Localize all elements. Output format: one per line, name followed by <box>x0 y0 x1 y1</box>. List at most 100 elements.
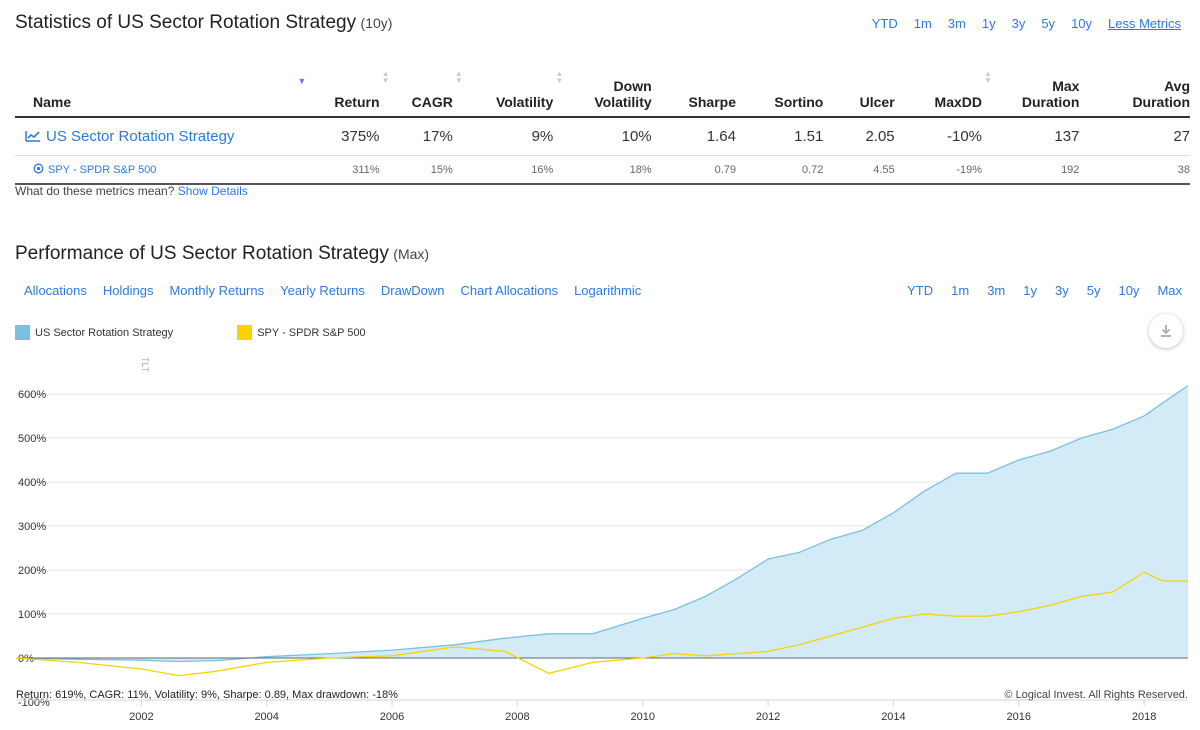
row-name-cell: SPY - SPDR S&P 500 <box>15 155 307 185</box>
col-header-name[interactable]: Name ▼ <box>15 52 307 118</box>
col-header-sortino[interactable]: Sortino <box>736 52 824 118</box>
cell-sortino: 0.72 <box>736 155 824 185</box>
benchmark-link[interactable]: SPY - SPDR S&P 500 <box>33 163 157 176</box>
cell-ulcer: 4.55 <box>823 155 895 185</box>
strategy-area <box>16 385 1188 662</box>
stats-range-links: YTD 1m 3m 1y 3y 5y 10y Less Metrics <box>856 16 1181 31</box>
col-header-volatility-label: Volatility <box>495 94 554 110</box>
stats-range-1y[interactable]: 1y <box>981 16 996 31</box>
legend-label-strategy: US Sector Rotation Strategy <box>35 326 174 339</box>
download-button[interactable] <box>1149 314 1183 348</box>
x-tick-label: 2018 <box>1132 711 1156 723</box>
perf-range-ytd[interactable]: YTD <box>907 283 934 298</box>
col-header-down-volatility[interactable]: Down Volatility <box>553 52 652 118</box>
stats-range-ytd[interactable]: YTD <box>871 16 898 31</box>
chart-legend: US Sector Rotation Strategy SPY - SPDR S… <box>15 325 430 340</box>
col-header-maxdd-label: MaxDD <box>934 94 983 110</box>
stats-range-3m[interactable]: 3m <box>947 16 966 31</box>
cell-down-volatility: 18% <box>553 155 652 185</box>
col-header-max-duration[interactable]: Max Duration <box>982 52 1080 118</box>
download-icon <box>1161 325 1171 337</box>
x-tick-label: 2002 <box>129 711 153 723</box>
spy-series-line <box>15 571 1188 677</box>
cell-max-duration: 137 <box>982 117 1080 156</box>
legend-swatch-strategy <box>15 325 30 340</box>
perf-range-1m[interactable]: 1m <box>951 283 970 298</box>
col-header-avg-duration-label: Duration <box>1132 94 1190 110</box>
show-details-link[interactable]: Show Details <box>177 184 248 198</box>
col-header-cagr[interactable]: CAGR ▲ ▼ <box>379 52 463 118</box>
col-header-sharpe[interactable]: Sharpe <box>651 52 736 118</box>
x-tick-label: 2004 <box>254 711 278 723</box>
perf-range-3y[interactable]: 3y <box>1055 283 1069 298</box>
cell-avg-duration: 27 <box>1079 117 1190 156</box>
tab-logarithmic[interactable]: Logarithmic <box>574 283 642 298</box>
cell-sortino: 1.51 <box>736 117 824 156</box>
col-header-ulcer-label: Ulcer <box>859 94 895 110</box>
col-header-max-label: Max <box>1052 78 1080 94</box>
col-header-return[interactable]: Return ▲ ▼ <box>306 52 390 118</box>
stats-range-3y[interactable]: 3y <box>1011 16 1026 31</box>
performance-title: Performance of US Sector Rotation Strate… <box>15 243 389 264</box>
x-tick-label: 2016 <box>1007 711 1031 723</box>
x-tick-label: 2012 <box>756 711 780 723</box>
col-header-return-label: Return <box>334 94 380 110</box>
y-tick-label: 400% <box>18 477 46 489</box>
cell-cagr: 15% <box>379 155 453 185</box>
perf-range-10y[interactable]: 10y <box>1118 283 1140 298</box>
performance-chart: -100%0%100%200%300%400%500%600%2002 2004 2… <box>15 385 1189 723</box>
cell-ulcer: 2.05 <box>823 117 895 156</box>
cell-max-duration: 192 <box>982 155 1080 185</box>
col-header-volatility[interactable]: Volatility ▲ ▼ <box>452 52 563 118</box>
cell-down-volatility: 10% <box>553 117 652 156</box>
legend-item-spy[interactable]: SPY - SPDR S&P 500 <box>237 325 366 340</box>
y-tick-label: 100% <box>18 609 46 621</box>
cell-volatility: 9% <box>452 117 554 156</box>
table-row: US Sector Rotation Strategy 375% 17% 9% … <box>15 117 1190 156</box>
tab-chart-allocations[interactable]: Chart Allocations <box>460 283 559 298</box>
perf-range-1y[interactable]: 1y <box>1023 283 1037 298</box>
col-header-name-label: Name <box>33 94 72 110</box>
table-row: SPY - SPDR S&P 500 311% 15% 16% 18% 0.79… <box>15 155 1190 185</box>
col-header-avg-duration[interactable]: Avg Duration <box>1079 52 1190 118</box>
strategy-name: US Sector Rotation Strategy <box>46 128 235 145</box>
stats-header: Statistics of US Sector Rotation Strateg… <box>15 12 1185 40</box>
cell-sharpe: 1.64 <box>651 117 736 156</box>
x-tick-label: 2008 <box>505 711 529 723</box>
y-tick-label: 500% <box>18 433 46 445</box>
legend-swatch-spy <box>237 325 253 340</box>
x-tick-label: 2006 <box>380 711 404 723</box>
stats-title: Statistics of US Sector Rotation Strateg… <box>15 12 357 33</box>
stats-range-10y[interactable]: 10y <box>1071 16 1093 31</box>
col-header-ulcer[interactable]: Ulcer <box>823 52 895 118</box>
y-tick-label: 200% <box>18 565 46 577</box>
copyright: © Logical Invest. All Rights Reserved. <box>1004 689 1188 701</box>
cell-avg-duration: 38 <box>1079 155 1190 185</box>
strategy-link[interactable]: US Sector Rotation Strategy <box>25 128 234 145</box>
benchmark-name: SPY - SPDR S&P 500 <box>48 164 157 176</box>
cell-return: 311% <box>306 155 380 185</box>
tab-monthly-returns[interactable]: Monthly Returns <box>169 283 265 298</box>
tab-allocations[interactable]: Allocations <box>24 283 87 298</box>
row-name-cell: US Sector Rotation Strategy <box>15 117 307 156</box>
cell-maxdd: -10% <box>894 117 983 156</box>
tab-yearly-returns[interactable]: Yearly Returns <box>280 283 365 298</box>
stats-range-5y[interactable]: 5y <box>1041 16 1056 31</box>
stats-range-1m[interactable]: 1m <box>913 16 932 31</box>
y-tick-label: 600% <box>18 389 46 401</box>
performance-header: Performance of US Sector Rotation Strate… <box>15 243 429 265</box>
y-tick-label: 300% <box>18 521 46 533</box>
cell-volatility: 16% <box>452 155 554 185</box>
perf-range-3m[interactable]: 3m <box>987 283 1006 298</box>
less-metrics-link[interactable]: Less Metrics <box>1108 16 1181 31</box>
metrics-note-text: What do these metrics mean? <box>15 184 175 198</box>
perf-range-5y[interactable]: 5y <box>1086 283 1101 298</box>
tab-drawdown[interactable]: DrawDown <box>380 283 445 298</box>
strategy-series-line <box>15 385 1189 663</box>
cell-maxdd: -19% <box>894 155 983 185</box>
legend-item-strategy[interactable]: US Sector Rotation Strategy <box>15 325 173 340</box>
perf-range-max[interactable]: Max <box>1157 283 1182 298</box>
target-icon <box>33 163 44 174</box>
col-header-maxdd[interactable]: MaxDD ▲ ▼ <box>894 52 992 118</box>
tab-holdings[interactable]: Holdings <box>102 283 154 298</box>
